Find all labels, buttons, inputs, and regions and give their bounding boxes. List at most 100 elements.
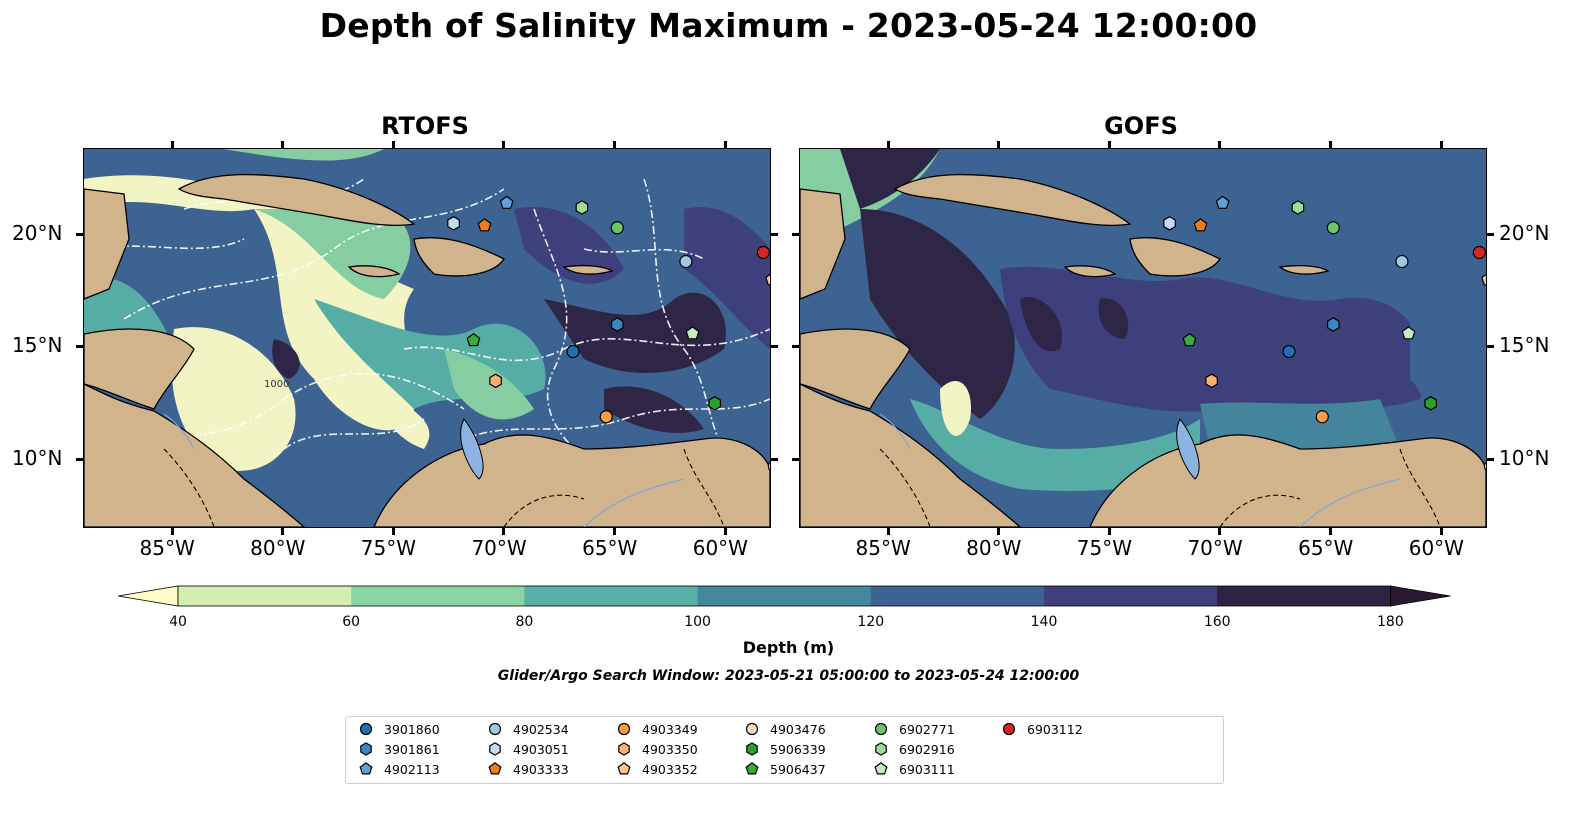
legend-item: 4903476 xyxy=(744,721,826,737)
legend-marker-icon xyxy=(617,722,631,736)
lon-tick-mark xyxy=(886,528,890,535)
map-panel-gofs[interactable]: 1000 xyxy=(799,148,1487,528)
float-marker-4903051[interactable] xyxy=(1163,216,1176,231)
legend-label: 6903111 xyxy=(899,761,955,777)
lon-tick-mark xyxy=(281,528,285,535)
legend-label: 4903350 xyxy=(642,741,698,757)
float-marker-6903111[interactable] xyxy=(685,326,700,340)
lon-tick-mark xyxy=(502,141,506,148)
lat-tick-mark xyxy=(76,232,83,236)
legend-marker-icon xyxy=(1002,722,1016,736)
float-marker-5906339[interactable] xyxy=(708,396,722,411)
map-canvas-gofs: 1000 xyxy=(800,149,1486,527)
float-markers-gofs xyxy=(1163,195,1486,472)
lon-tick-mark xyxy=(1218,141,1222,148)
legend-item: 3901860 xyxy=(358,721,440,737)
search-window-label: Glider/Argo Search Window: 2023-05-21 05… xyxy=(497,668,1080,684)
float-marker-5906339[interactable] xyxy=(1424,396,1438,411)
float-marker-6902771[interactable] xyxy=(1326,221,1340,235)
float-marker-4903333[interactable] xyxy=(477,218,492,232)
lon-tick-label: 60°W xyxy=(1408,536,1464,560)
lon-tick-mark xyxy=(886,141,890,148)
colorbar-tick-label: 120 xyxy=(857,614,885,630)
legend-label: 6902916 xyxy=(899,741,955,757)
colorbar-segment xyxy=(351,586,525,606)
float-marker-6903112[interactable] xyxy=(1472,245,1486,260)
float-marker-3901860[interactable] xyxy=(566,344,580,359)
lat-tick-mark xyxy=(771,232,778,236)
colorbar-tick-label: 140 xyxy=(1030,614,1058,630)
contour-label-rtofs: 1000 xyxy=(264,379,289,390)
float-marker-4903476[interactable] xyxy=(1483,460,1486,472)
float-marker-6903111[interactable] xyxy=(1401,326,1416,340)
lat-tick-mark xyxy=(792,232,799,236)
legend-marker-icon xyxy=(489,742,501,756)
legend-label: 6903112 xyxy=(1027,721,1083,737)
float-marker-6902771[interactable] xyxy=(610,221,624,235)
colorbar-segment xyxy=(524,586,699,606)
lon-tick-label: 80°W xyxy=(250,536,306,560)
lon-tick-mark xyxy=(1329,141,1333,148)
float-marker-5906437[interactable] xyxy=(1182,332,1197,347)
float-marker-4903352[interactable] xyxy=(1481,273,1486,286)
legend-item: 4902113 xyxy=(358,761,440,777)
legend-item: 6903112 xyxy=(1001,721,1083,737)
legend-marker-icon xyxy=(488,722,502,736)
legend-item: 5906437 xyxy=(744,761,826,777)
float-marker-3901861[interactable] xyxy=(610,317,624,332)
colorbar-label: Depth (m) xyxy=(742,638,835,657)
float-marker-4903349[interactable] xyxy=(599,410,613,424)
float-marker-6902916[interactable] xyxy=(1291,200,1305,215)
legend-label: 4903333 xyxy=(513,761,569,777)
float-marker-3901861[interactable] xyxy=(1326,317,1340,332)
lon-tick-mark xyxy=(723,528,727,535)
float-marker-4902113[interactable] xyxy=(499,195,514,209)
lat-tick-mark xyxy=(1487,457,1494,461)
float-marker-4902534[interactable] xyxy=(1395,254,1409,269)
lon-tick-mark xyxy=(1329,528,1333,535)
figure-title: Depth of Salinity Maximum - 2023-05-24 1… xyxy=(319,6,1258,45)
lat-tick-mark xyxy=(771,345,778,348)
legend-item: 4902534 xyxy=(487,721,569,737)
float-marker-4902534[interactable] xyxy=(679,254,693,269)
float-marker-4903051[interactable] xyxy=(447,216,460,231)
legend-label: 6902771 xyxy=(899,721,955,737)
float-marker-4903333[interactable] xyxy=(1193,218,1208,232)
lat-tick-mark xyxy=(1487,232,1494,236)
float-marker-4903350[interactable] xyxy=(489,373,502,389)
lat-tick-mark xyxy=(792,345,799,348)
legend-label: 3901860 xyxy=(384,721,440,737)
lon-tick-label: 65°W xyxy=(1298,536,1354,560)
float-marker-4903349[interactable] xyxy=(1315,410,1329,424)
legend-item: 4903333 xyxy=(487,761,569,777)
colorbar xyxy=(118,585,1451,607)
lon-tick-label: 85°W xyxy=(855,536,911,560)
legend-label: 4902113 xyxy=(384,761,440,777)
float-marker-3901860[interactable] xyxy=(1282,344,1296,359)
float-marker-5906437[interactable] xyxy=(466,332,481,347)
lon-tick-mark xyxy=(281,141,285,148)
float-marker-4903350[interactable] xyxy=(1205,373,1218,389)
float-marker-4903352[interactable] xyxy=(765,273,770,286)
colorbar-tick-label: 100 xyxy=(684,614,711,630)
float-marker-6902916[interactable] xyxy=(575,200,589,215)
lat-tick-label: 10°N xyxy=(12,445,63,470)
colorbar-tick-label: 60 xyxy=(342,614,361,630)
lon-tick-label: 75°W xyxy=(1076,536,1133,560)
float-marker-4902113[interactable] xyxy=(1215,195,1230,209)
legend-label: 4902534 xyxy=(513,721,569,737)
lon-tick-label: 85°W xyxy=(139,536,195,560)
legend-label: 4903476 xyxy=(770,721,826,737)
legend-label: 4903051 xyxy=(513,741,569,757)
float-marker-6903112[interactable] xyxy=(756,245,770,260)
legend-label: 5906437 xyxy=(770,761,826,777)
map-panel-rtofs[interactable]: 1000 xyxy=(83,148,771,528)
legend-marker-icon xyxy=(618,742,630,756)
lon-tick-label: 65°W xyxy=(582,536,638,560)
lon-tick-mark xyxy=(1107,528,1111,535)
lat-tick-label: 20°N xyxy=(12,220,63,245)
float-marker-4903476[interactable] xyxy=(767,460,770,472)
legend-label: 5906339 xyxy=(770,741,826,757)
lon-tick-mark xyxy=(391,141,395,148)
lon-tick-mark xyxy=(170,141,174,148)
